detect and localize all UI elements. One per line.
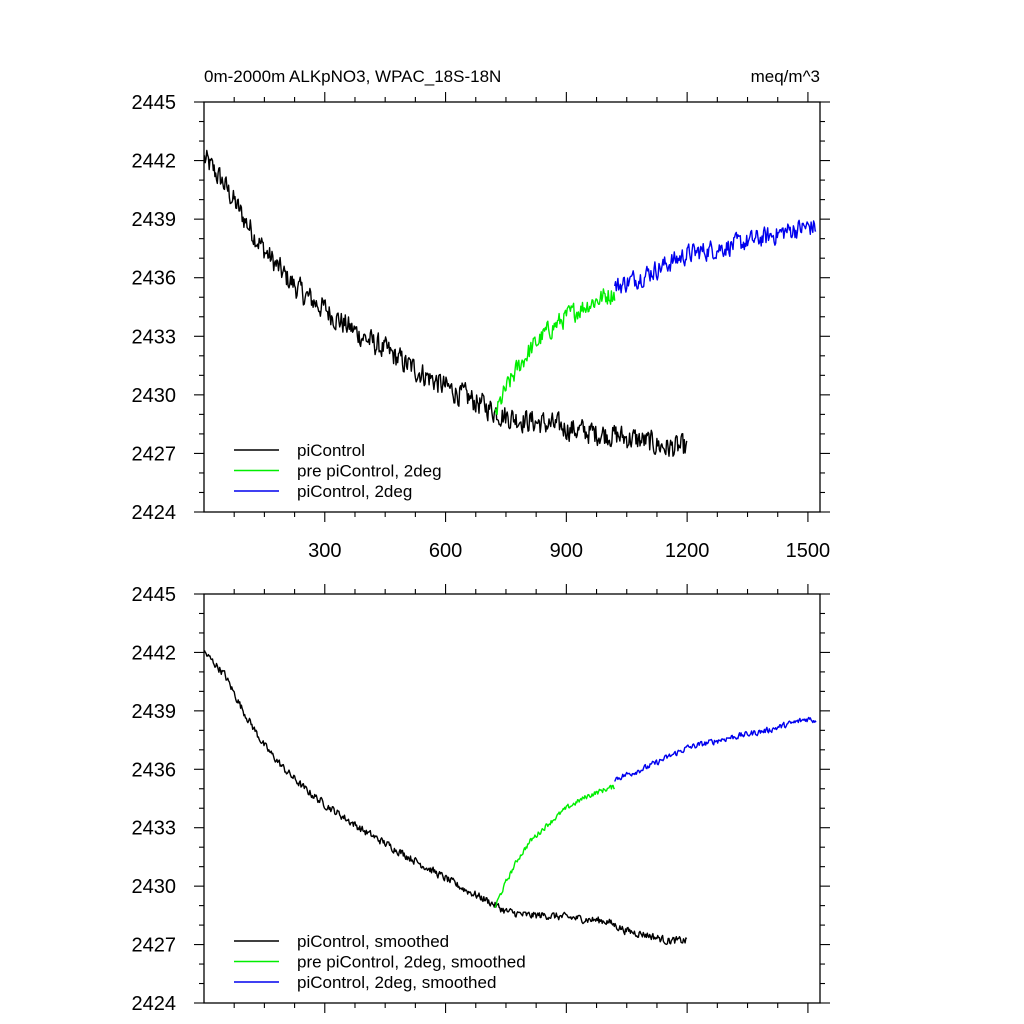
series-line-1 <box>203 650 688 946</box>
y-tick-label: 2439 <box>132 209 177 231</box>
legend-label: pre piControl, 2deg <box>297 462 442 481</box>
series-line-3 <box>614 716 817 782</box>
y-tick-label: 2442 <box>132 642 177 664</box>
y-tick-label: 2427 <box>132 935 177 957</box>
series-line-3 <box>614 219 817 294</box>
series-line-1 <box>203 149 688 457</box>
chart-title: 0m-2000m ALKpNO3, WPAC_18S-18N <box>204 67 501 86</box>
legend-label: pre piControl, 2deg, smoothed <box>297 953 526 972</box>
y-tick-label: 2442 <box>132 151 177 173</box>
chart-panel-2: 2424 2427 2430 2433 2436 2439 2442 2445 piContro… <box>132 584 830 1015</box>
y-tick-label: 2433 <box>132 818 177 840</box>
y-tick-label: 2430 <box>132 385 177 407</box>
x-tick-label: 1500 <box>786 540 831 562</box>
y-tick-label: 2445 <box>132 584 177 606</box>
series-line-2 <box>494 288 616 416</box>
y-tick-label: 2424 <box>132 993 177 1015</box>
y-tick-label: 2430 <box>132 876 177 898</box>
y-tick-label: 2436 <box>132 759 177 781</box>
units-label: meq/m^3 <box>751 67 820 86</box>
x-tick-label: 1200 <box>665 540 710 562</box>
y-tick-label: 2424 <box>132 502 177 524</box>
plot-frame <box>203 593 821 1004</box>
x-tick-label: 600 <box>429 540 462 562</box>
y-tick-label: 2433 <box>132 326 177 348</box>
legend-label: piControl, 2deg, smoothed <box>297 973 496 992</box>
y-tick-label: 2427 <box>132 443 177 465</box>
y-tick-label: 2445 <box>132 92 177 114</box>
legend-label: piControl <box>297 441 365 460</box>
x-tick-label: 900 <box>550 540 583 562</box>
x-tick-label: 300 <box>308 540 341 562</box>
legend-label: piControl, smoothed <box>297 932 449 951</box>
plot-frame <box>203 101 821 513</box>
legend-label: piControl, 2deg <box>297 482 412 501</box>
chart-panel-1: 0m-2000m ALKpNO3, WPAC_18S-18N meq/m^3 242… <box>132 67 831 562</box>
series-line-2 <box>494 784 616 909</box>
y-tick-label: 2439 <box>132 701 177 723</box>
y-tick-label: 2436 <box>132 268 177 290</box>
